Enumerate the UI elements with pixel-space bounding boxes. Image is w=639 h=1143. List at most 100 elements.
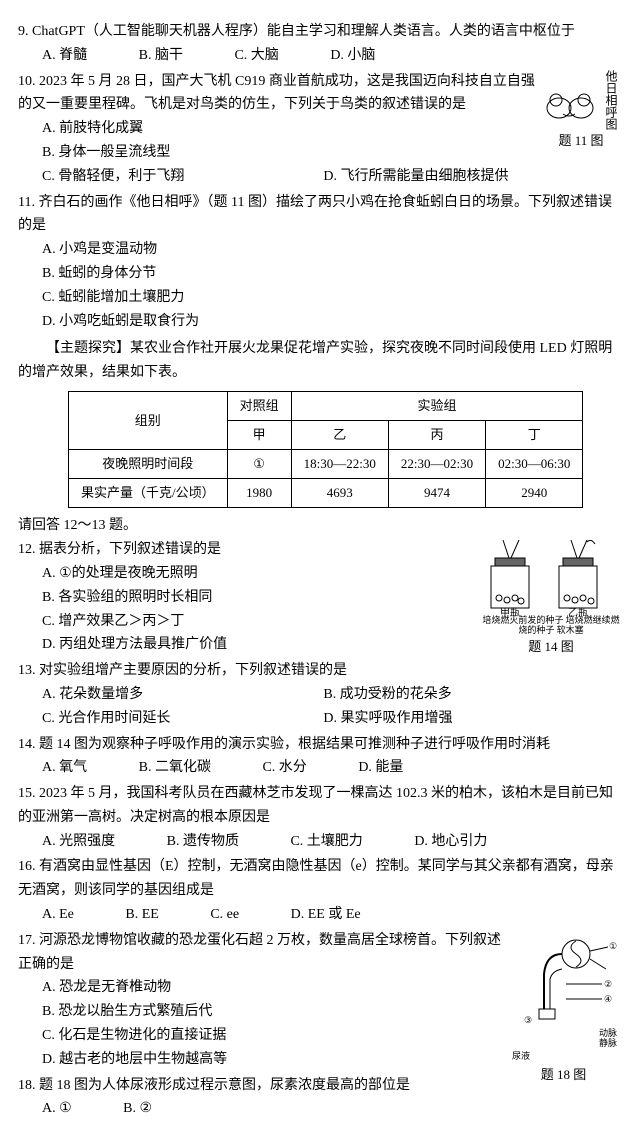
th-exp: 实验组 xyxy=(291,391,583,420)
q16-opt-a: A. Ee xyxy=(42,907,74,922)
q14-stem: 14. 题 14 图为观察种子呼吸作用的演示实验，根据结果可推测种子进行呼吸作用… xyxy=(18,733,621,757)
q12-opt-a: A. ①的处理是夜晚无照明 xyxy=(42,562,320,586)
q9-stem: 9. ChatGPT（人工智能聊天机器人程序）能自主学习和理解人类语言。人类的语… xyxy=(18,20,621,44)
th-control: 对照组 xyxy=(227,391,291,420)
q12-opt-d: D. 丙组处理方法最具推广价值 xyxy=(42,633,320,657)
q15-opt-a: A. 光照强度 xyxy=(42,834,115,849)
question-10: 10. 2023 年 5 月 28 日，国产大飞机 C919 商业首航成功，这是… xyxy=(18,70,621,189)
q15-stem: 15. 2023 年 5 月，我国科考队员在西藏林芝市发现了一棵高达 102.3… xyxy=(18,782,621,830)
sub-3: 丁 xyxy=(486,421,583,450)
fig14-label-e: 软木塞 xyxy=(557,625,584,635)
sub-1: 乙 xyxy=(291,421,388,450)
q9-opt-b: B. 脑干 xyxy=(139,48,183,63)
question-11: 11. 齐白石的画作《他日相呼》（题 11 图）描绘了两只小鸡在抢食蚯蚓白日的场… xyxy=(18,191,621,334)
q11-opt-a: A. 小鸡是变温动物 xyxy=(42,238,621,262)
th-group: 组别 xyxy=(69,391,228,449)
svg-text:①: ① xyxy=(609,941,617,951)
r2-2: 9474 xyxy=(388,479,485,508)
fig11-side-text: 他日相呼图 xyxy=(601,70,621,130)
q14-opt-a: A. 氧气 xyxy=(42,760,87,775)
fig14-small-labels: 培烧燃灭前发的种子 培烧燃继续燃烧的种子 软木塞 xyxy=(481,616,621,636)
q18-opt-a: A. ① xyxy=(42,1101,72,1116)
q16-stem: 16. 有酒窝由显性基因（E）控制，无酒窝由隐性基因（e）控制。某同学与其父亲都… xyxy=(18,855,621,903)
q16-opt-d: D. EE 或 Ee xyxy=(291,907,361,922)
q13-opt-a: A. 花朵数量增多 xyxy=(42,683,320,707)
q14-opt-c: C. 水分 xyxy=(262,760,306,775)
nephron-icon: ① ③ ② ④ xyxy=(506,929,618,1029)
q10-opt-d: D. 飞行所需能量由细胞核提供 xyxy=(323,165,601,189)
r1-0: ① xyxy=(227,450,291,479)
q9-options: A. 脊髓 B. 脑干 C. 大脑 D. 小脑 xyxy=(18,44,621,68)
q18-options: A. ① B. ② xyxy=(18,1097,621,1121)
r2-label: 果实产量（千克/公顷） xyxy=(69,479,228,508)
table-row: 夜晚照明时间段 ① 18:30—22:30 22:30—02:30 02:30—… xyxy=(69,450,583,479)
r2-3: 2940 xyxy=(486,479,583,508)
table-row: 组别 对照组 实验组 xyxy=(69,391,583,420)
r2-1: 4693 xyxy=(291,479,388,508)
q13-opt-d: D. 果实呼吸作用增强 xyxy=(323,707,601,731)
q14-opt-d: D. 能量 xyxy=(358,760,403,775)
experiment-table: 组别 对照组 实验组 甲 乙 丙 丁 夜晚照明时间段 ① 18:30—22:30… xyxy=(68,391,583,508)
figure-18: ① ③ ② ④ 动脉 静脉 尿液 题 18 图 xyxy=(506,929,621,1086)
q11-opt-b: B. 蚯蚓的身体分节 xyxy=(42,262,621,286)
q11-opt-c: C. 蚯蚓能增加土壤肥力 xyxy=(42,286,621,310)
q12-opt-b: B. 各实验组的照明时长相同 xyxy=(42,586,320,610)
fig18-urine: 尿液 xyxy=(506,1049,621,1064)
q16-opt-c: C. ee xyxy=(210,907,239,922)
r1-2: 22:30—02:30 xyxy=(388,450,485,479)
q16-options: A. Ee B. EE C. ee D. EE 或 Ee xyxy=(18,903,621,927)
q15-opt-d: D. 地心引力 xyxy=(414,834,487,849)
r1-label: 夜晚照明时间段 xyxy=(69,450,228,479)
q10-stem: 10. 2023 年 5 月 28 日，国产大飞机 C919 商业首航成功，这是… xyxy=(18,70,621,118)
q18-opt-b: B. ② xyxy=(123,1101,152,1116)
question-9: 9. ChatGPT（人工智能聊天机器人程序）能自主学习和理解人类语言。人类的语… xyxy=(18,20,621,68)
figure-11: 他日相呼图 题 11 图 xyxy=(541,70,621,152)
figure-14: 甲瓶 乙瓶 培烧燃灭前发的种子 培烧燃继续燃烧的种子 软木塞 题 14 图 xyxy=(481,538,621,658)
sub-0: 甲 xyxy=(227,421,291,450)
prompt-12-13: 请回答 12～13 题。 xyxy=(18,514,621,538)
fig18-artery: 动脉 xyxy=(599,1028,617,1038)
fig11-label: 题 11 图 xyxy=(541,130,621,152)
q9-opt-a: A. 脊髓 xyxy=(42,48,87,63)
q14-opt-b: B. 二氧化碳 xyxy=(139,760,211,775)
q15-options: A. 光照强度 B. 遗传物质 C. 土壤肥力 D. 地心引力 xyxy=(18,830,621,854)
q9-opt-c: C. 大脑 xyxy=(234,48,278,63)
sub-2: 丙 xyxy=(388,421,485,450)
q9-opt-d: D. 小脑 xyxy=(330,48,375,63)
fig18-label: 题 18 图 xyxy=(506,1064,621,1086)
q13-opt-b: B. 成功受粉的花朵多 xyxy=(323,683,601,707)
fig14-label: 题 14 图 xyxy=(481,636,621,658)
q15-opt-b: B. 遗传物质 xyxy=(167,834,239,849)
q10-opt-c: C. 骨骼轻便，利于飞翔 xyxy=(42,165,320,189)
theme-intro: 【主题探究】某农业合作社开展火龙果促花增产实验，探究夜晚不同时间段使用 LED … xyxy=(18,337,621,385)
svg-text:③: ③ xyxy=(524,1015,532,1025)
q13-options: A. 花朵数量增多 B. 成功受粉的花朵多 C. 光合作用时间延长 D. 果实呼… xyxy=(18,683,621,731)
q11-opt-d: D. 小鸡吃蚯蚓是取食行为 xyxy=(42,310,621,334)
svg-text:④: ④ xyxy=(604,994,612,1004)
q15-opt-c: C. 土壤肥力 xyxy=(290,834,362,849)
q10-opt-b: B. 身体一般呈流线型 xyxy=(42,141,320,165)
q11-stem: 11. 齐白石的画作《他日相呼》（题 11 图）描绘了两只小鸡在抢食蚯蚓白日的场… xyxy=(18,191,621,239)
svg-text:②: ② xyxy=(604,979,612,989)
fig14-label-a: 培烧燃灭前发的种子 xyxy=(482,615,563,625)
question-15: 15. 2023 年 5 月，我国科考队员在西藏林芝市发现了一棵高达 102.3… xyxy=(18,782,621,853)
r1-3: 02:30—06:30 xyxy=(486,450,583,479)
q16-opt-b: B. EE xyxy=(125,907,158,922)
chicks-icon xyxy=(541,70,596,125)
r1-1: 18:30—22:30 xyxy=(291,450,388,479)
q13-stem: 13. 对实验组增产主要原因的分析，下列叙述错误的是 xyxy=(18,659,621,683)
jars-icon: 甲瓶 乙瓶 xyxy=(481,538,619,616)
question-16: 16. 有酒窝由显性基因（E）控制，无酒窝由隐性基因（e）控制。某同学与其父亲都… xyxy=(18,855,621,926)
q14-options: A. 氧气 B. 二氧化碳 C. 水分 D. 能量 xyxy=(18,756,621,780)
table-row: 果实产量（千克/公顷） 1980 4693 9474 2940 xyxy=(69,479,583,508)
q11-options: A. 小鸡是变温动物 B. 蚯蚓的身体分节 C. 蚯蚓能增加土壤肥力 D. 小鸡… xyxy=(18,238,621,333)
fig18-vein: 静脉 xyxy=(599,1038,617,1048)
question-14: 14. 题 14 图为观察种子呼吸作用的演示实验，根据结果可推测种子进行呼吸作用… xyxy=(18,733,621,781)
r2-0: 1980 xyxy=(227,479,291,508)
q12-opt-c: C. 增产效果乙＞丙＞丁 xyxy=(42,610,320,634)
q10-opt-a: A. 前肢特化成翼 xyxy=(42,117,320,141)
q10-options: A. 前肢特化成翼 B. 身体一般呈流线型 C. 骨骼轻便，利于飞翔 D. 飞行… xyxy=(18,117,621,188)
q13-opt-c: C. 光合作用时间延长 xyxy=(42,707,320,731)
fig18-small: 动脉 静脉 xyxy=(506,1029,621,1049)
question-13: 13. 对实验组增产主要原因的分析，下列叙述错误的是 A. 花朵数量增多 B. … xyxy=(18,659,621,730)
